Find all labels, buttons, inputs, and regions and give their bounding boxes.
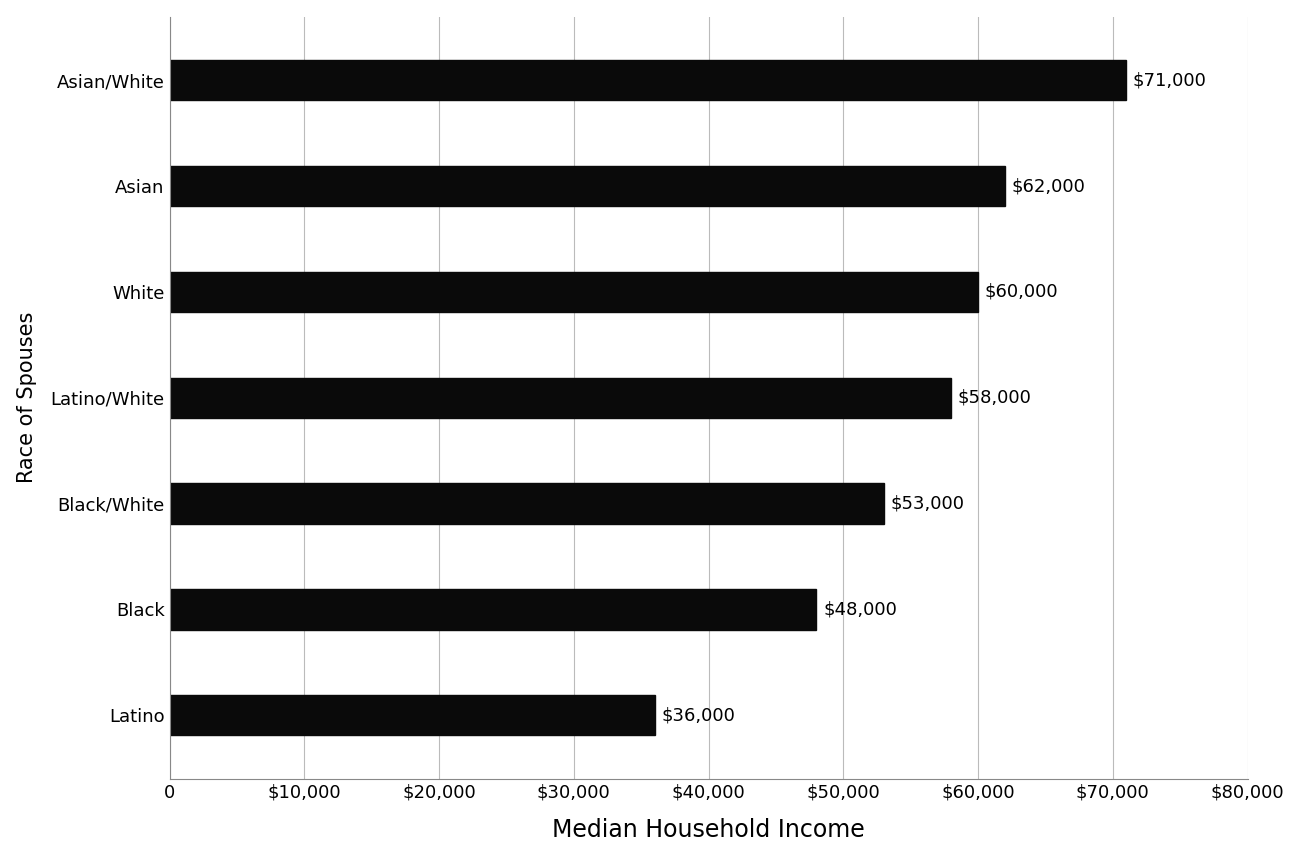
Bar (169, 378, 951, 417)
Bar (169, 166, 1004, 206)
Bar (169, 695, 654, 735)
Text: $62,000: $62,000 (1012, 177, 1085, 195)
Bar (169, 484, 883, 524)
Text: $36,000: $36,000 (661, 706, 735, 724)
Bar (169, 271, 978, 312)
Text: $60,000: $60,000 (985, 283, 1059, 301)
Text: $58,000: $58,000 (958, 389, 1032, 406)
Bar (169, 589, 816, 630)
Text: $53,000: $53,000 (890, 495, 964, 513)
Y-axis label: Race of Spouses: Race of Spouses (17, 312, 36, 484)
Bar (169, 60, 1127, 101)
Text: $48,000: $48,000 (824, 600, 896, 618)
X-axis label: Median Household Income: Median Household Income (552, 819, 865, 843)
Text: $71,000: $71,000 (1133, 71, 1207, 89)
